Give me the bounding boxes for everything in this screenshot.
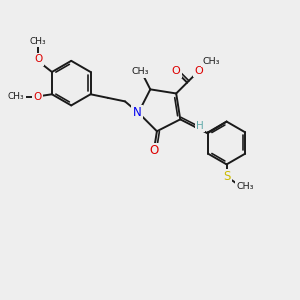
Text: O: O bbox=[195, 66, 203, 76]
Text: O: O bbox=[172, 66, 180, 76]
Text: O: O bbox=[33, 92, 41, 102]
Text: CH₃: CH₃ bbox=[131, 67, 149, 76]
Text: O: O bbox=[34, 54, 42, 64]
Text: CH₃: CH₃ bbox=[30, 37, 46, 46]
Text: N: N bbox=[133, 106, 142, 119]
Text: S: S bbox=[223, 170, 230, 183]
Text: CH₃: CH₃ bbox=[202, 57, 220, 66]
Text: O: O bbox=[149, 144, 158, 157]
Text: H: H bbox=[196, 121, 204, 130]
Text: CH₃: CH₃ bbox=[237, 182, 254, 191]
Text: CH₃: CH₃ bbox=[8, 92, 24, 101]
